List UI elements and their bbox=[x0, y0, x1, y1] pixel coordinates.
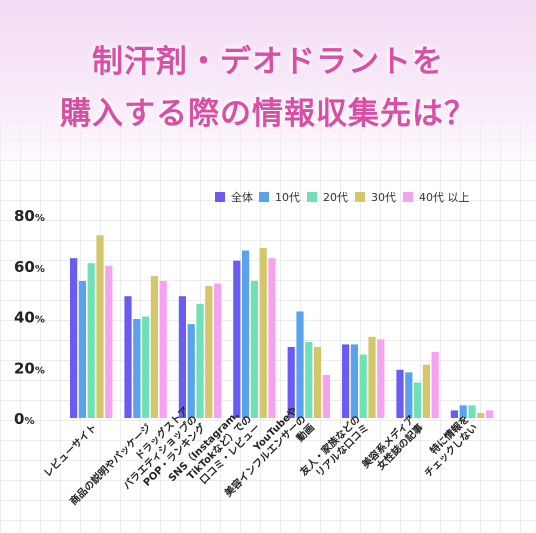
bar bbox=[422, 364, 430, 418]
bar bbox=[178, 296, 186, 418]
legend-swatch bbox=[259, 192, 269, 202]
bar bbox=[450, 410, 458, 418]
bar bbox=[414, 382, 422, 418]
bar bbox=[477, 412, 485, 418]
legend-label: 30代 bbox=[371, 191, 396, 204]
legend-label: 20代 bbox=[323, 191, 348, 204]
bar bbox=[486, 410, 494, 418]
legend-swatch bbox=[215, 192, 225, 202]
legend-label: 10代 bbox=[275, 191, 300, 204]
bar bbox=[78, 280, 86, 418]
bar bbox=[405, 372, 413, 418]
bar bbox=[133, 319, 141, 418]
bar bbox=[268, 258, 276, 418]
bar bbox=[259, 247, 267, 418]
bar bbox=[159, 280, 167, 418]
y-tick-label: 60% bbox=[14, 258, 45, 276]
bar bbox=[205, 286, 213, 418]
bar bbox=[214, 283, 222, 418]
bar bbox=[70, 258, 78, 418]
x-tick-label-line: バラエティショップの bbox=[120, 412, 199, 491]
bar bbox=[196, 303, 204, 418]
y-tick-label: 0% bbox=[14, 410, 34, 428]
bar bbox=[368, 336, 376, 418]
y-tick-label: 20% bbox=[14, 359, 45, 377]
legend-label: 全体 bbox=[231, 190, 253, 204]
bar bbox=[124, 296, 132, 418]
chart-title-line1: 制汗剤・デオドラントを bbox=[92, 44, 444, 80]
legend-swatch bbox=[355, 192, 365, 202]
bar bbox=[250, 280, 258, 418]
bar bbox=[96, 235, 104, 418]
bar bbox=[287, 346, 295, 418]
bar bbox=[431, 352, 439, 418]
bar bbox=[233, 260, 241, 418]
bar bbox=[468, 405, 476, 418]
bar bbox=[359, 354, 367, 418]
chart-title-line2: 購入する際の情報収集先は？ bbox=[60, 96, 476, 132]
bar bbox=[105, 265, 113, 418]
legend-swatch bbox=[307, 192, 317, 202]
bar bbox=[459, 405, 467, 418]
bar bbox=[314, 346, 322, 418]
y-tick-label: 80% bbox=[14, 207, 45, 225]
y-tick-label: 40% bbox=[14, 309, 45, 327]
bar bbox=[142, 316, 150, 418]
bar bbox=[187, 324, 195, 418]
bar bbox=[296, 311, 304, 418]
bar bbox=[377, 339, 385, 418]
bar bbox=[242, 250, 250, 418]
legend-label: 40代 以上 bbox=[419, 191, 470, 204]
x-tick-label: レビューサイト bbox=[41, 421, 100, 480]
bar bbox=[396, 369, 404, 418]
bar bbox=[87, 263, 95, 418]
bar bbox=[322, 374, 330, 418]
bar bbox=[305, 341, 313, 418]
bar bbox=[350, 344, 358, 418]
bar bbox=[150, 275, 158, 418]
x-tick-label-line: レビューサイト bbox=[41, 421, 100, 480]
bar bbox=[342, 344, 350, 418]
legend-swatch bbox=[403, 192, 413, 202]
